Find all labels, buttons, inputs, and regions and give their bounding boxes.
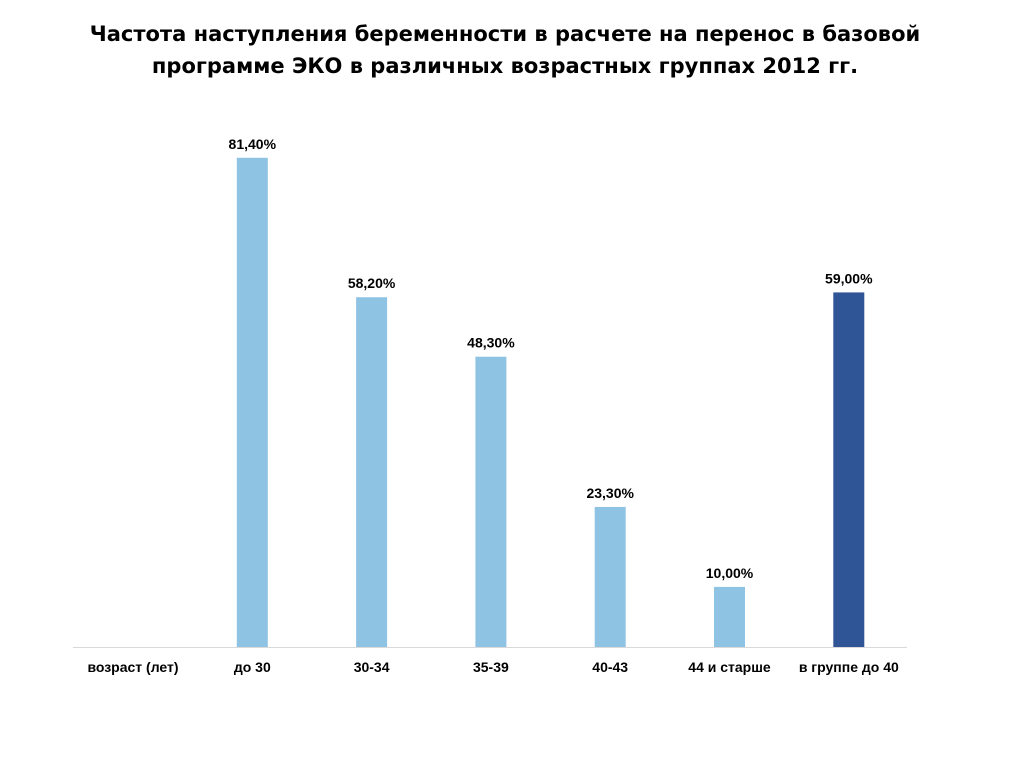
data-label: 59,00%: [825, 270, 873, 286]
data-label: 58,20%: [348, 275, 396, 291]
x-tick-label: в группе до 40: [799, 659, 899, 675]
bar: [833, 292, 865, 647]
x-tick-label: 40-43: [592, 659, 628, 675]
data-label: 10,00%: [706, 565, 754, 581]
x-tick-label: 30-34: [354, 659, 390, 675]
data-label: 81,40%: [229, 136, 277, 152]
bar: [594, 506, 626, 647]
data-label: 48,30%: [467, 335, 515, 351]
x-tick-label: до 30: [234, 659, 271, 675]
chart-title: Частота наступления беременности в расче…: [0, 18, 1010, 82]
x-tick-label: 35-39: [473, 659, 509, 675]
bar: [714, 586, 745, 647]
chart-title-line-1: Частота наступления беременности в расче…: [89, 22, 921, 46]
bar: [356, 297, 388, 647]
chart-title-line-2: программе ЭКО в различных возрастных гру…: [151, 54, 859, 78]
bar: [236, 157, 268, 647]
x-tick-label: 44 и старше: [688, 659, 771, 675]
x-axis-label: возраст (лет): [87, 659, 178, 675]
data-label: 23,30%: [586, 485, 634, 501]
bar: [475, 356, 507, 647]
